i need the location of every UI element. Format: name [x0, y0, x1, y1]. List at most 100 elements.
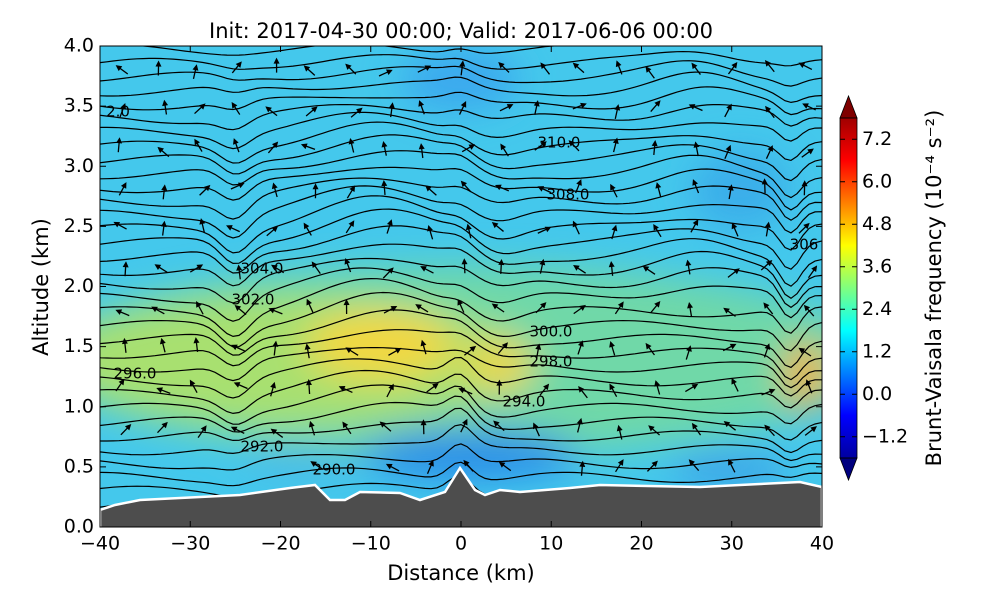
wind-arrow [350, 107, 363, 118]
wind-arrow [685, 259, 692, 275]
wind-arrow [118, 182, 127, 196]
arrow-head [654, 380, 661, 387]
wind-arrow [312, 183, 319, 199]
arrow-head [648, 425, 655, 432]
wind-arrow [345, 347, 359, 356]
wind-arrow [463, 459, 474, 472]
arrow-head [199, 218, 206, 225]
arrow-head [496, 379, 503, 386]
contour-label: 306 [790, 236, 819, 254]
arrow-head [344, 257, 351, 265]
wind-arrow [303, 222, 312, 236]
contour-line [100, 134, 822, 182]
wind-arrow [804, 426, 817, 436]
arrow-head [122, 261, 129, 268]
arrow-head [271, 225, 279, 233]
wind-arrow [537, 226, 552, 234]
wind-arrow [189, 379, 198, 394]
arrow-head [311, 261, 318, 269]
arrow-head [691, 62, 698, 70]
wind-arrow [573, 304, 586, 315]
arrow-head [343, 299, 350, 306]
arrow-head [157, 146, 164, 154]
wind-arrow [270, 381, 276, 397]
arrow-head [116, 137, 123, 144]
wind-arrow [300, 143, 316, 150]
wind-arrow [500, 143, 509, 157]
arrow-head [420, 419, 427, 426]
colorbar-tick-label: 4.8 [862, 213, 892, 235]
y-tick-label: 3.5 [64, 95, 94, 117]
wind-arrow [154, 264, 168, 273]
arrow-head [727, 184, 734, 191]
wind-arrow [265, 106, 278, 117]
wind-arrow [427, 224, 434, 240]
arrow-head [155, 60, 162, 67]
arrow-head [579, 460, 586, 468]
wind-arrow [157, 146, 170, 158]
wind-arrow [159, 337, 166, 353]
wind-arrow [304, 343, 311, 359]
arrow-head [609, 383, 615, 391]
wind-arrow [231, 344, 245, 352]
arrow-head [645, 66, 652, 73]
wind-arrow [344, 257, 352, 273]
wind-arrow [197, 425, 207, 438]
wind-arrow [342, 421, 352, 435]
arrow-head [573, 265, 580, 271]
contour-line [100, 225, 822, 287]
arrow-head [768, 388, 776, 395]
wind-arrow [233, 138, 240, 153]
contour-line [100, 277, 822, 338]
arrow-head [540, 62, 547, 70]
arrow-head [203, 184, 211, 192]
y-tick-label: 0.0 [64, 516, 94, 538]
arrow-head [379, 421, 387, 428]
contour-line [100, 257, 822, 309]
wind-arrow [498, 258, 505, 274]
arrow-head [418, 100, 425, 107]
arrow-head [765, 259, 773, 267]
wind-arrow [690, 219, 699, 233]
wind-arrow [493, 420, 505, 432]
wind-arrow [802, 103, 817, 111]
arrow-head [723, 307, 730, 314]
x-tick-label: 20 [629, 533, 653, 555]
wind-arrow [537, 186, 552, 194]
wind-arrow [568, 140, 580, 152]
arrow-head [498, 62, 505, 69]
wind-arrow [691, 422, 702, 436]
arrow-head [121, 337, 128, 345]
arrow-head [654, 301, 661, 308]
contour-line [100, 329, 822, 381]
arrow-head [579, 304, 586, 311]
arrow-head [807, 148, 814, 155]
arrow-head [425, 185, 432, 192]
arrow-head [764, 221, 771, 228]
arrow-head [810, 426, 817, 433]
arrow-head [544, 226, 552, 233]
arrow-head [194, 138, 200, 146]
contour-line [100, 309, 822, 369]
wind-arrow [572, 102, 587, 110]
contour-line [100, 185, 822, 239]
arrow-head [306, 379, 312, 386]
wind-arrow [499, 104, 514, 112]
wind-arrow [420, 419, 427, 435]
wind-arrow [115, 378, 125, 392]
arrow-head [726, 103, 732, 111]
contour-line [100, 356, 822, 399]
wind-arrow [764, 60, 775, 73]
wind-arrow [497, 342, 509, 355]
wind-arrow [458, 387, 473, 395]
x-tick-label: −20 [260, 533, 300, 555]
contour-label: 308.0 [547, 186, 590, 204]
arrow-head [348, 137, 355, 145]
wind-arrow [458, 101, 467, 115]
arrow-head [265, 106, 272, 113]
arrow-head [805, 379, 812, 386]
wind-arrow [189, 264, 204, 273]
arrow-head [234, 304, 242, 312]
contour-line [100, 86, 822, 116]
arrow-head [617, 459, 624, 466]
